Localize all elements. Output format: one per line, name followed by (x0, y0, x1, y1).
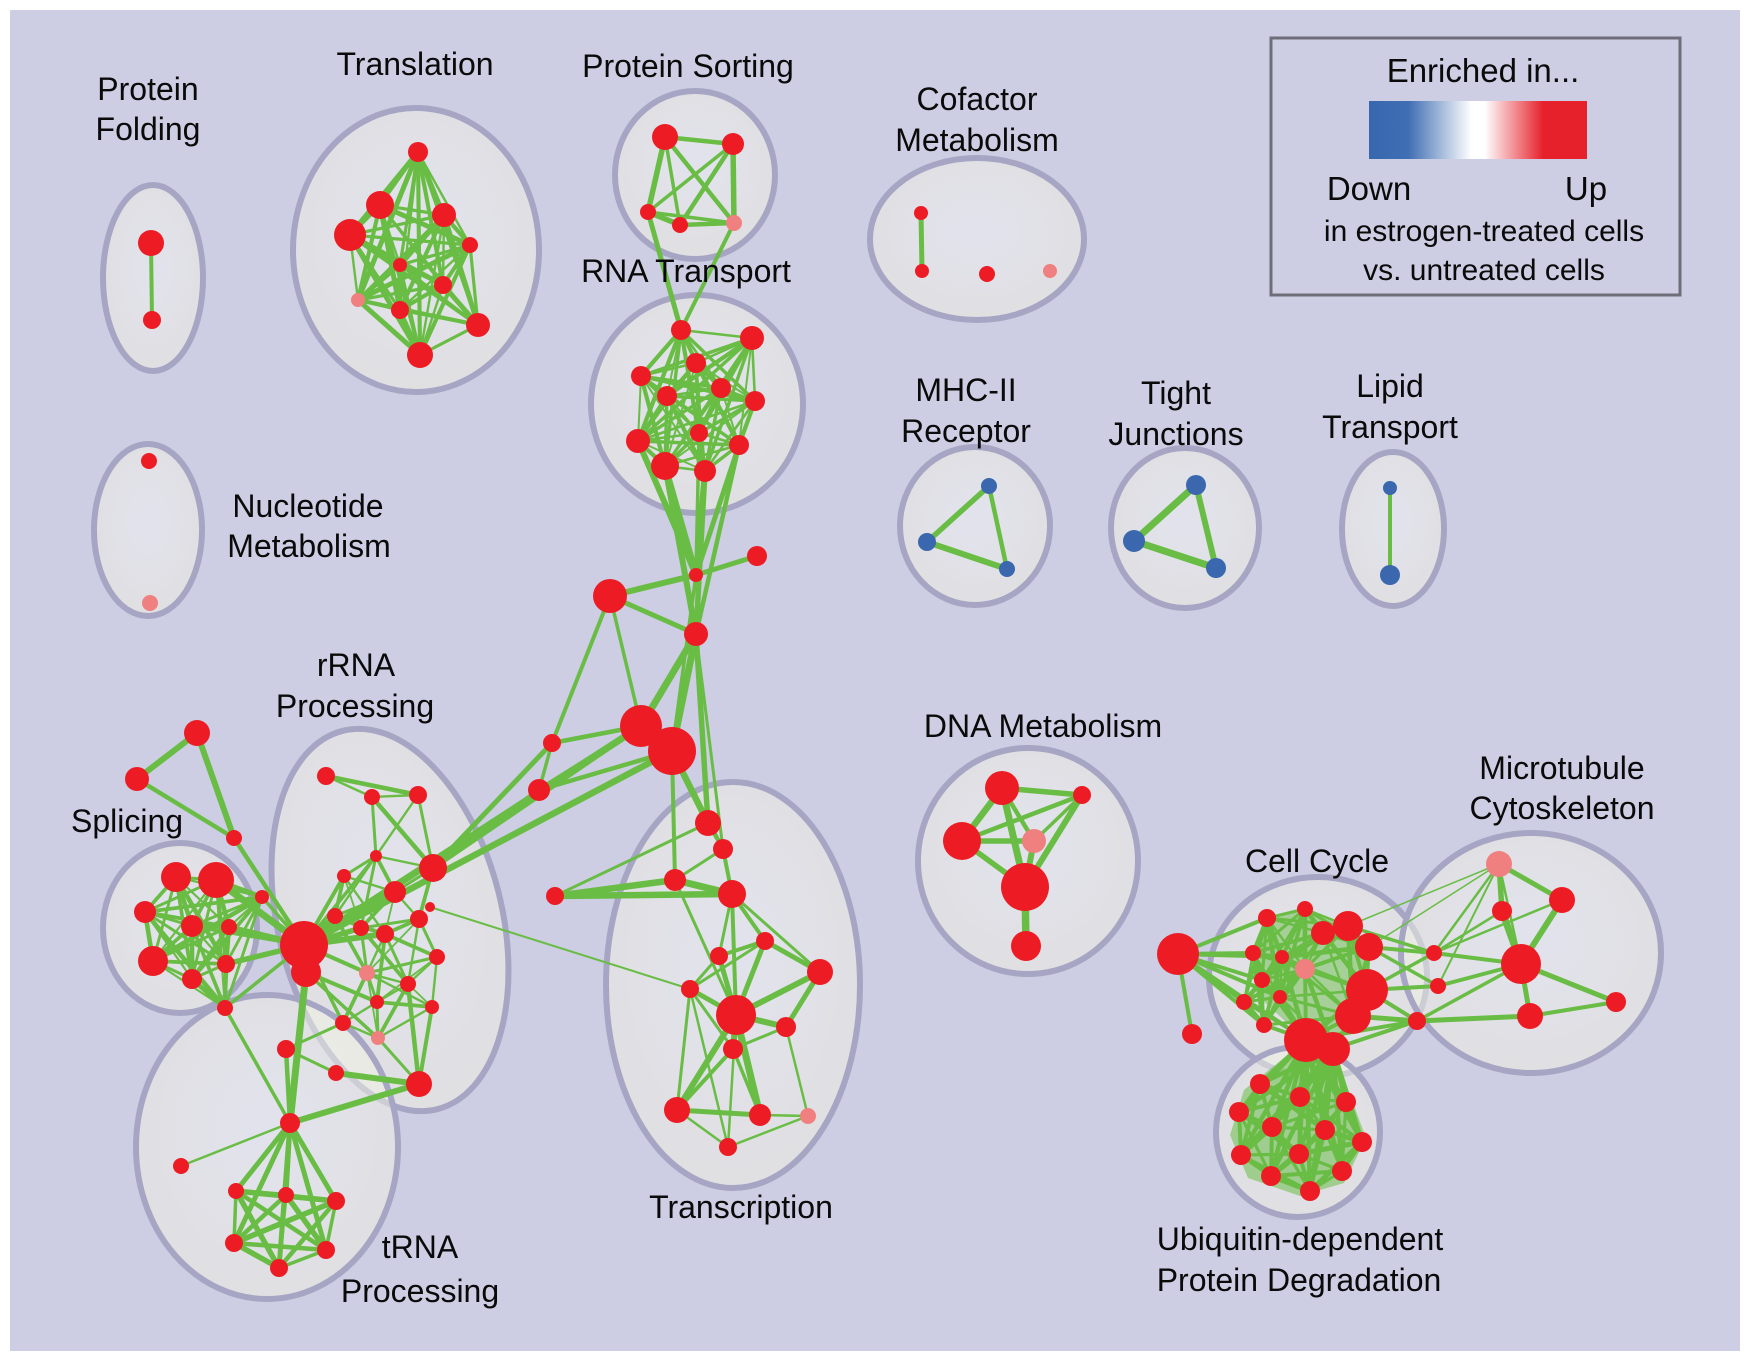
svg-text:tRNA: tRNA (382, 1229, 459, 1265)
svg-text:Splicing: Splicing (71, 803, 183, 839)
svg-text:Protein Sorting: Protein Sorting (582, 48, 794, 84)
svg-text:Receptor: Receptor (901, 413, 1031, 449)
svg-text:Cofactor: Cofactor (917, 81, 1038, 117)
svg-text:Transport: Transport (1322, 409, 1458, 445)
svg-text:Down: Down (1327, 170, 1411, 207)
svg-text:Cell Cycle: Cell Cycle (1245, 843, 1389, 879)
svg-text:Metabolism: Metabolism (895, 122, 1059, 158)
svg-text:Folding: Folding (96, 111, 201, 147)
svg-text:Protein Degradation: Protein Degradation (1157, 1262, 1442, 1298)
svg-text:in estrogen-treated cells: in estrogen-treated cells (1324, 215, 1644, 248)
svg-text:Transcription: Transcription (649, 1189, 833, 1225)
svg-text:vs. untreated cells: vs. untreated cells (1363, 254, 1605, 287)
svg-text:Lipid: Lipid (1356, 368, 1424, 404)
svg-text:Processing: Processing (341, 1273, 499, 1309)
svg-text:Metabolism: Metabolism (227, 528, 391, 564)
svg-text:Tight: Tight (1141, 375, 1211, 411)
svg-text:Protein: Protein (97, 71, 198, 107)
svg-text:Up: Up (1565, 170, 1607, 207)
svg-text:MHC-II: MHC-II (915, 372, 1016, 408)
svg-text:Microtubule: Microtubule (1479, 750, 1644, 786)
svg-text:DNA Metabolism: DNA Metabolism (924, 708, 1162, 744)
svg-text:Nucleotide: Nucleotide (232, 488, 383, 524)
svg-text:rRNA: rRNA (317, 647, 396, 683)
svg-text:Translation: Translation (336, 46, 493, 82)
svg-text:Junctions: Junctions (1108, 416, 1243, 452)
svg-text:Cytoskeleton: Cytoskeleton (1470, 790, 1655, 826)
svg-text:RNA Transport: RNA Transport (581, 253, 791, 289)
svg-text:Processing: Processing (276, 688, 434, 724)
svg-text:Enriched in...: Enriched in... (1387, 52, 1580, 89)
svg-text:Ubiquitin-dependent: Ubiquitin-dependent (1157, 1221, 1444, 1257)
